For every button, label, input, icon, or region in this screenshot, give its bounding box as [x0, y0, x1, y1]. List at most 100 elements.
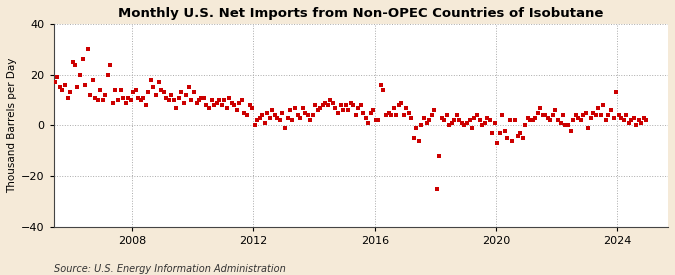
Point — [37, 88, 48, 92]
Point — [178, 100, 189, 105]
Point — [537, 113, 548, 117]
Point — [462, 121, 472, 125]
Point — [236, 98, 247, 102]
Point — [641, 118, 652, 123]
Point — [514, 131, 525, 135]
Point — [219, 98, 230, 102]
Point — [292, 113, 303, 117]
Point — [355, 103, 366, 107]
Point — [77, 57, 88, 62]
Point — [466, 126, 477, 130]
Point — [128, 90, 138, 95]
Point — [223, 95, 234, 100]
Point — [489, 121, 500, 125]
Point — [313, 108, 323, 112]
Point — [401, 106, 412, 110]
Point — [611, 90, 622, 95]
Point — [136, 98, 146, 102]
Point — [479, 121, 490, 125]
Point — [383, 111, 394, 115]
Text: Source: U.S. Energy Information Administration: Source: U.S. Energy Information Administ… — [54, 264, 286, 274]
Point — [628, 116, 639, 120]
Point — [543, 116, 554, 120]
Point — [443, 123, 454, 128]
Point — [294, 116, 305, 120]
Point — [434, 154, 445, 158]
Point — [371, 118, 381, 123]
Point — [500, 128, 510, 133]
Point — [140, 103, 151, 107]
Point — [608, 116, 619, 120]
Point — [234, 100, 244, 105]
Point — [194, 98, 205, 102]
Point — [418, 116, 429, 120]
Point — [388, 106, 399, 110]
Point — [252, 118, 263, 123]
Point — [287, 118, 298, 123]
Point — [626, 118, 637, 123]
Point — [161, 95, 171, 100]
Point — [246, 106, 257, 110]
Point — [595, 113, 606, 117]
Point — [107, 100, 118, 105]
Point — [631, 123, 642, 128]
Point — [300, 111, 310, 115]
Point — [406, 116, 416, 120]
Point — [421, 121, 432, 125]
Point — [535, 106, 545, 110]
Point — [469, 116, 480, 120]
Point — [87, 78, 98, 82]
Point — [439, 118, 450, 123]
Point — [464, 118, 475, 123]
Point — [360, 116, 371, 120]
Point — [568, 118, 578, 123]
Point — [188, 90, 199, 95]
Point — [487, 131, 497, 135]
Point — [206, 98, 217, 102]
Point — [504, 118, 515, 123]
Point — [368, 108, 379, 112]
Point — [123, 95, 134, 100]
Point — [265, 116, 275, 120]
Point — [272, 116, 283, 120]
Point — [52, 75, 63, 79]
Point — [75, 73, 86, 77]
Point — [330, 106, 341, 110]
Title: Monthly U.S. Net Imports from Non-OPEC Countries of Isobutane: Monthly U.S. Net Imports from Non-OPEC C… — [118, 7, 603, 20]
Point — [454, 118, 464, 123]
Point — [90, 95, 101, 100]
Point — [424, 118, 435, 123]
Point — [522, 116, 533, 120]
Point — [335, 103, 346, 107]
Point — [151, 93, 161, 97]
Point — [95, 88, 106, 92]
Y-axis label: Thousand Barrels per Day: Thousand Barrels per Day — [7, 58, 17, 193]
Point — [290, 106, 300, 110]
Point — [55, 85, 65, 90]
Point — [171, 106, 182, 110]
Point — [482, 116, 493, 120]
Point — [146, 78, 157, 82]
Point — [555, 121, 566, 125]
Point — [391, 113, 402, 117]
Point — [404, 111, 414, 115]
Point — [459, 123, 470, 128]
Point — [348, 103, 358, 107]
Point — [452, 113, 462, 117]
Point — [201, 103, 212, 107]
Point — [310, 103, 321, 107]
Point — [553, 118, 564, 123]
Point — [259, 121, 270, 125]
Point — [42, 82, 53, 87]
Point — [446, 121, 457, 125]
Point — [325, 98, 335, 102]
Point — [143, 90, 154, 95]
Point — [591, 113, 601, 117]
Point — [573, 116, 584, 120]
Point — [345, 100, 356, 105]
Point — [110, 88, 121, 92]
Point — [583, 126, 594, 130]
Point — [431, 187, 442, 191]
Point — [363, 121, 374, 125]
Point — [165, 93, 176, 97]
